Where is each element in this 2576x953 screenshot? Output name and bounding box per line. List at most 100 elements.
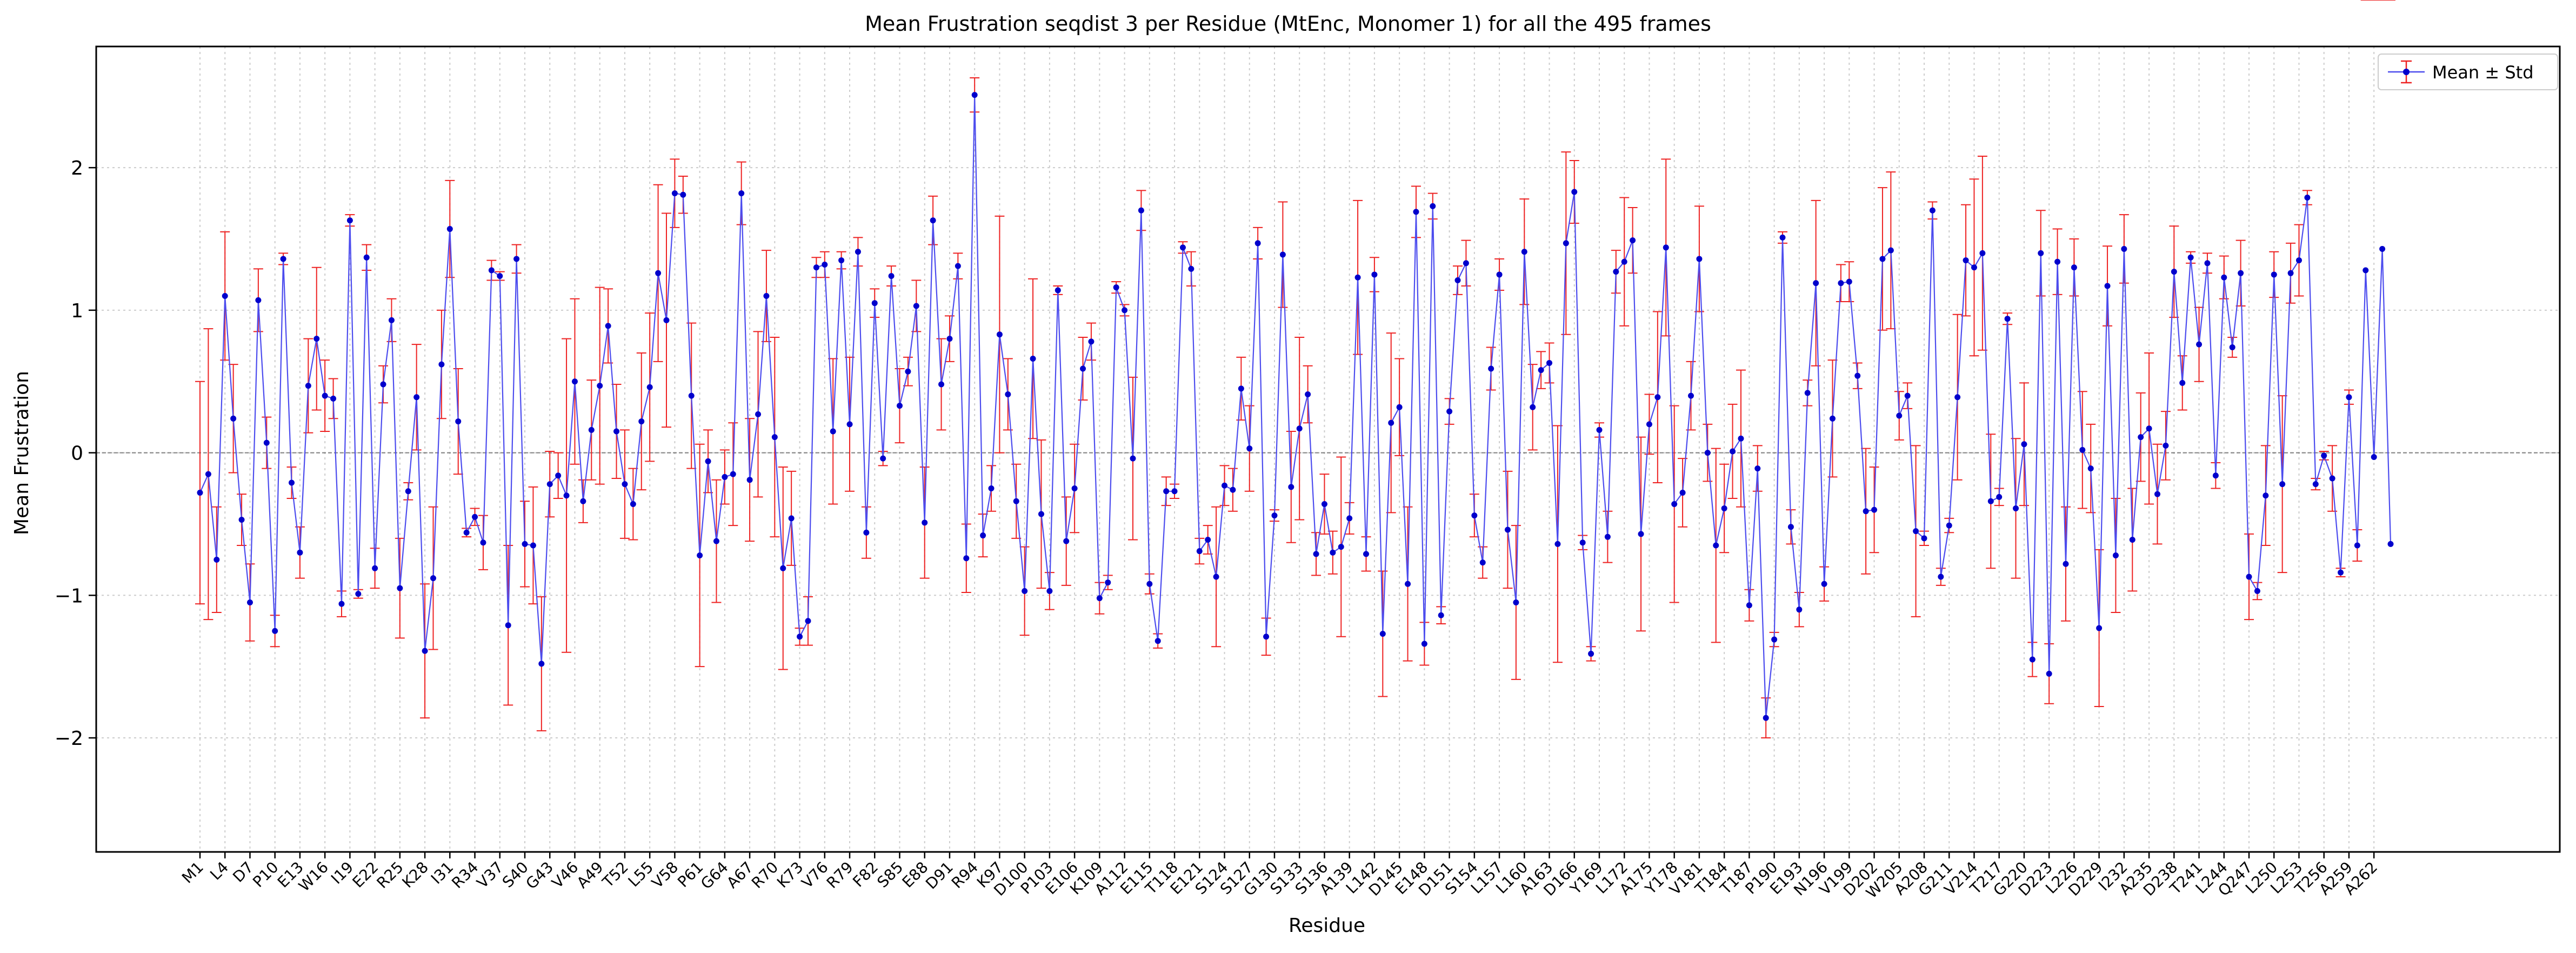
data-point [422,648,428,654]
data-point [238,517,245,523]
data-point [1038,511,1044,517]
data-point [2063,561,2069,567]
data-point [1604,534,1611,540]
data-point [405,488,411,495]
data-point [597,383,603,389]
data-point [2046,670,2052,677]
data-point [1754,465,1761,472]
data-point [1046,588,1053,594]
data-point [1996,494,2003,500]
data-point [1088,338,1095,345]
data-point [1179,244,1186,251]
data-point [988,485,995,492]
data-point [2138,434,2144,441]
data-point [438,361,445,368]
data-point [655,270,662,276]
data-point [2021,441,2027,448]
data-point [880,455,886,462]
data-point [571,378,578,385]
data-point [497,273,503,279]
data-point [1938,574,1944,580]
data-point [2295,257,2302,264]
data-point [1730,448,1736,455]
data-point [2187,254,2194,261]
data-point [1671,501,1678,508]
data-point [1263,634,1270,640]
data-point [505,622,511,629]
data-point [1530,404,1536,410]
data-point [1488,365,1494,372]
data-point [1354,274,1361,281]
data-point [1846,278,1852,285]
data-point [1571,189,1578,195]
data-point [1363,551,1369,557]
data-point [1379,631,1386,637]
data-point [1454,277,1461,283]
data-point [763,293,770,299]
data-point [1296,425,1303,432]
data-point [2338,569,2344,576]
data-point [2238,270,2244,276]
data-point [1479,559,1486,566]
data-point [2146,425,2152,432]
data-point [580,498,586,504]
data-point [955,263,961,269]
data-point [263,439,270,446]
data-point [1946,522,1952,529]
data-point [1496,271,1503,278]
data-point [255,297,262,303]
data-point [671,190,678,197]
data-point [1679,489,1686,496]
legend-box [2378,54,2558,90]
data-point [1230,487,1236,493]
data-point [555,472,562,479]
chart-title: Mean Frustration seqdist 3 per Residue (… [865,12,1711,36]
data-point [688,392,695,399]
data-point [2312,481,2319,488]
data-point [1222,482,1228,489]
data-point [2179,379,2186,386]
x-axis-label: Residue [1289,915,1365,937]
data-point [205,471,211,477]
data-point [1080,365,1086,372]
data-point [780,565,786,571]
data-point [2087,465,2094,472]
data-point [488,267,495,274]
data-point [1863,508,1869,515]
data-point [913,303,919,309]
data-point [2071,264,2077,271]
data-point [1188,265,1194,272]
data-point [1105,579,1111,586]
data-point [1596,426,1603,433]
data-point [480,539,486,546]
data-point [563,492,570,499]
y-axis-label: Mean Frustration [11,371,33,535]
data-point [2229,344,2235,350]
data-point [297,549,303,556]
data-point [1746,602,1752,609]
data-point [1196,548,1203,555]
data-point [1987,498,1994,504]
data-point [1055,287,1061,294]
data-point [2079,446,2086,453]
data-point [1430,203,1436,209]
data-point [605,323,611,329]
data-point [1122,307,1128,314]
data-point [622,481,628,488]
data-point [713,538,719,544]
data-point [797,634,803,640]
data-point [1463,260,1469,266]
data-point [2196,341,2203,348]
data-point [680,191,686,198]
data-point [2329,475,2335,482]
data-point [2271,271,2277,278]
data-point [1921,535,1927,542]
data-point [1438,612,1444,618]
data-point [863,529,870,536]
data-point [1787,524,1794,530]
data-point [322,392,328,399]
data-point [805,618,811,624]
data-point [2013,505,2019,511]
data-point [1171,488,1178,495]
data-point [930,217,936,224]
